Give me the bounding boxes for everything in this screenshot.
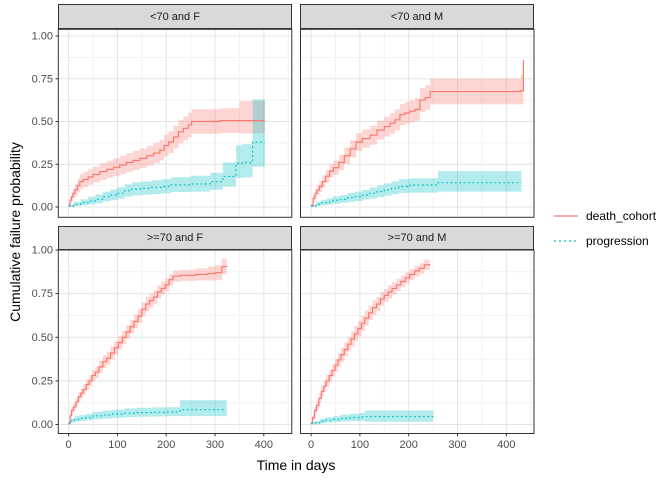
legend-label-progression: progression	[586, 234, 649, 248]
y-axis-title: Cumulative failure probability	[7, 142, 23, 322]
y-tick-label: 0.75	[32, 288, 53, 300]
x-tick-label: 100	[108, 439, 126, 451]
series-line-death_cohort	[68, 265, 228, 424]
legend-key-solid-line-icon	[554, 215, 578, 217]
x-tick-label: 300	[448, 439, 466, 451]
facet-strip-ge70-m: >=70 and M	[300, 226, 534, 250]
x-axis-title: Time in days	[256, 457, 336, 473]
x-tick-label: 300	[206, 439, 224, 451]
y-tick-label: 0.00	[32, 202, 53, 214]
panel-border	[57, 249, 293, 434]
legend-key-dotted-line-icon	[554, 240, 578, 242]
ci-ribbon-progression	[68, 99, 265, 207]
ci-ribbon-progression	[311, 171, 522, 207]
facet-strip-lt70-f: <70 and F	[58, 4, 292, 29]
y-tick-label: 0.25	[32, 375, 53, 387]
ci-ribbon-death_cohort	[68, 257, 227, 425]
series-line-progression	[68, 141, 265, 207]
legend-entry-death-cohort: death_cohort	[552, 208, 656, 224]
facet-panel-1	[57, 28, 293, 218]
panel-border	[57, 28, 293, 218]
ci-ribbon-death_cohort	[311, 74, 524, 207]
y-tick-label: 0.25	[32, 159, 53, 171]
x-tick-label: 200	[400, 439, 418, 451]
series-line-progression	[311, 182, 522, 207]
ci-ribbon-progression	[68, 400, 227, 425]
y-tick-label: 0.00	[32, 419, 53, 431]
ci-ribbon-death_cohort	[68, 101, 265, 207]
panel-border	[300, 28, 535, 218]
legend-label-death-cohort: death_cohort	[586, 209, 657, 223]
ci-ribbon-progression	[311, 410, 434, 425]
panel-border	[300, 249, 535, 434]
facet-strip-ge70-f: >=70 and F	[58, 226, 292, 250]
x-tick-label: 0	[66, 439, 72, 451]
series-line-death_cohort	[68, 120, 265, 206]
y-tick-label: 0.50	[32, 332, 53, 344]
y-tick-label: 1.00	[32, 245, 53, 257]
x-tick-label: 100	[351, 439, 369, 451]
facet-panel-2	[300, 28, 535, 218]
ci-ribbon-death_cohort	[311, 258, 430, 425]
y-tick-label: 0.50	[32, 116, 53, 128]
x-tick-label: 400	[497, 439, 515, 451]
legend: death_cohort progression	[552, 208, 656, 249]
y-tick-label: 1.00	[32, 31, 53, 43]
facet-panel-4	[300, 249, 535, 434]
series-line-death_cohort	[311, 59, 524, 206]
y-tick-label: 0.75	[32, 73, 53, 85]
x-tick-label: 0	[308, 439, 314, 451]
x-tick-label: 200	[157, 439, 175, 451]
series-line-death_cohort	[311, 264, 431, 424]
x-tick-label: 400	[255, 439, 273, 451]
facet-strip-lt70-m: <70 and M	[300, 4, 534, 29]
facet-panel-3	[57, 249, 293, 434]
series-line-progression	[68, 409, 227, 425]
legend-entry-progression: progression	[552, 233, 656, 249]
